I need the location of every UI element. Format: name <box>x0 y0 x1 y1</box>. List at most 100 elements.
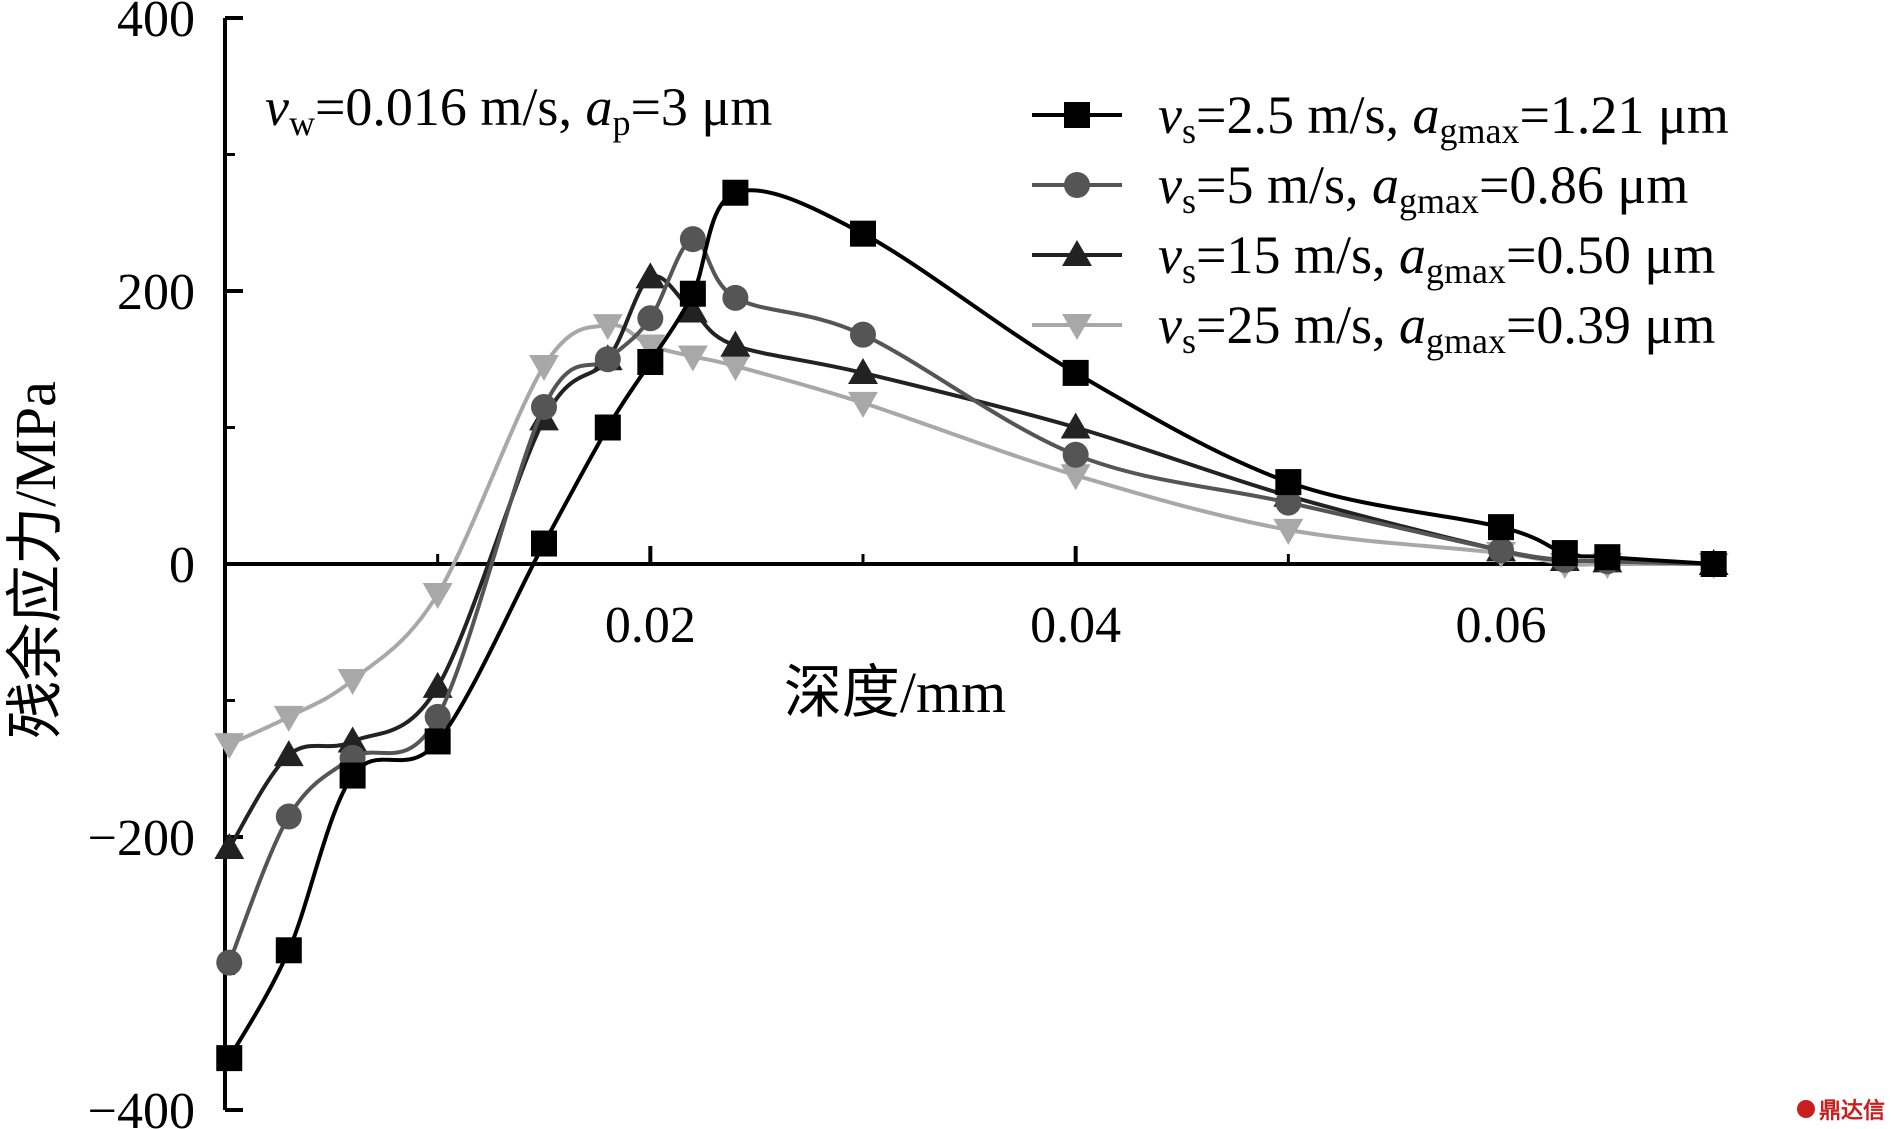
legend-marker <box>1064 172 1090 198</box>
legend-marker <box>1064 102 1090 128</box>
data-point <box>720 355 751 382</box>
data-point <box>216 949 243 976</box>
data-point <box>424 703 451 730</box>
data-point <box>722 284 749 311</box>
data-point <box>214 832 245 859</box>
conditions-annotation: vw=0.016 m/s, ap=3 μm <box>265 77 772 143</box>
legend-label-part: =0.39 μm <box>1506 295 1715 355</box>
legend-label: vs=25 m/s, agmax=0.39 μm <box>1158 295 1715 361</box>
legend-label-part: =15 m/s, <box>1196 225 1399 285</box>
series-layer <box>214 179 1729 1072</box>
legend-marker <box>1062 240 1092 267</box>
x-tick-label: 0.06 <box>1456 597 1547 654</box>
data-point <box>848 391 878 418</box>
data-point <box>637 305 664 332</box>
legend-label-part: =5 m/s, <box>1196 155 1372 215</box>
annotation-mid: =0.016 m/s, <box>315 77 585 137</box>
data-point <box>677 296 708 323</box>
legend-label-part: =2.5 m/s, <box>1196 85 1412 145</box>
data-point <box>531 530 557 557</box>
axis-labels: 深度/mm 残余应力/MPa <box>3 381 1006 739</box>
annotation-tail: =3 μm <box>630 77 772 137</box>
data-point <box>850 220 876 247</box>
data-point <box>1275 469 1302 496</box>
data-point <box>422 582 453 609</box>
data-point <box>424 728 451 755</box>
data-point <box>679 280 706 307</box>
legend-label-part: s <box>1182 251 1196 291</box>
data-point <box>1060 464 1091 491</box>
legend-label-part: =0.86 μm <box>1479 155 1688 215</box>
legend-label-part: gmax <box>1426 321 1506 361</box>
legend-label: vs=2.5 m/s, agmax=1.21 μm <box>1158 85 1729 151</box>
legend-label: vs=15 m/s, agmax=0.50 μm <box>1158 225 1715 291</box>
legend-label-part: v <box>1158 155 1182 215</box>
data-point <box>1060 412 1091 439</box>
y-tick-label: −400 <box>88 1083 195 1129</box>
y-tick-label: 0 <box>169 537 195 594</box>
data-point <box>216 1045 243 1072</box>
legend-label-part: gmax <box>1426 251 1506 291</box>
logo-badge-icon <box>1796 1100 1815 1118</box>
data-point <box>1594 544 1621 571</box>
legend-label-part: gmax <box>1439 111 1519 151</box>
legend-label-part: =25 m/s, <box>1196 295 1399 355</box>
annotation-w: w <box>289 103 315 143</box>
data-point <box>1488 537 1514 564</box>
data-point <box>214 733 245 760</box>
data-point <box>1062 359 1089 386</box>
data-point <box>679 226 706 253</box>
data-point <box>637 348 664 375</box>
annotation-v: v <box>265 77 289 137</box>
data-point <box>594 346 621 373</box>
legend-label-part: s <box>1182 181 1196 221</box>
y-tick-label: 400 <box>117 0 195 48</box>
data-point <box>337 668 368 695</box>
x-tick-label: 0.02 <box>605 597 696 654</box>
legend-label-part: v <box>1158 225 1182 285</box>
data-point <box>422 671 453 698</box>
annotation-p: p <box>612 103 630 143</box>
data-point <box>1275 489 1302 516</box>
data-point <box>635 334 666 361</box>
legend-label-part: s <box>1182 111 1196 151</box>
data-point <box>1062 441 1089 468</box>
legend-label-part: gmax <box>1399 181 1479 221</box>
y-tick-label: −200 <box>88 810 195 867</box>
data-point <box>337 726 368 753</box>
data-point <box>848 357 878 384</box>
data-point <box>1273 518 1304 545</box>
data-point <box>677 345 708 372</box>
legend-label: vs=5 m/s, agmax=0.86 μm <box>1158 155 1688 221</box>
legend-label-part: v <box>1158 85 1182 145</box>
data-point <box>531 394 557 421</box>
legend-label-part: a <box>1412 85 1439 145</box>
legend-label-part: s <box>1182 321 1196 361</box>
data-point <box>1700 551 1727 577</box>
y-axis-label: 残余应力/MPa <box>3 381 68 739</box>
watermark-text: 鼎达信 <box>1818 1099 1885 1124</box>
y-tick-label: 200 <box>117 264 195 321</box>
legend-label-part: a <box>1399 295 1426 355</box>
data-point <box>720 330 751 357</box>
annotation-a: a <box>585 77 612 137</box>
x-tick-label: 0.04 <box>1030 597 1121 654</box>
series-1 <box>216 179 1727 1072</box>
legend-label-part: v <box>1158 295 1182 355</box>
data-point <box>275 803 302 830</box>
series-line <box>227 274 1714 849</box>
legend-label-part: a <box>1399 225 1426 285</box>
legend-label-part: a <box>1372 155 1399 215</box>
legend-label-part: =1.21 μm <box>1519 85 1728 145</box>
legend-marker <box>1062 313 1092 340</box>
data-point <box>592 314 623 341</box>
data-point <box>529 355 559 382</box>
watermark: 鼎达信 <box>1796 1093 1885 1125</box>
data-point <box>339 762 366 789</box>
data-point <box>273 740 304 767</box>
data-point <box>594 414 621 441</box>
legend-entry-3: vs=15 m/s, agmax=0.50 μm <box>1032 225 1715 291</box>
data-point <box>275 937 302 964</box>
